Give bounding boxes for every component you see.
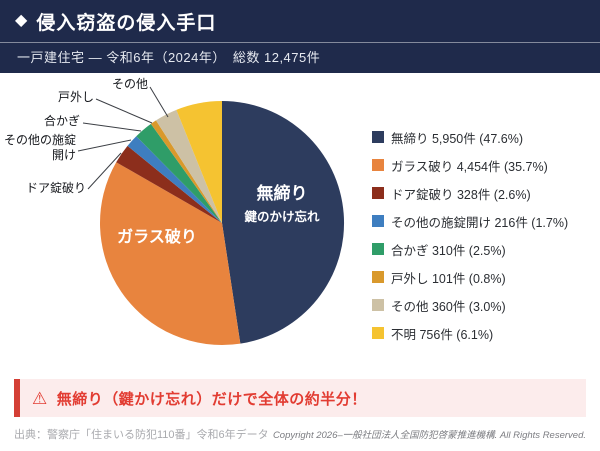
leader-line-sejo: [77, 139, 132, 152]
diamond-icon: ◆: [15, 12, 28, 29]
pie-inner-label-musimari: 無締り 鍵のかけ忘れ: [222, 179, 342, 225]
pie-slice-5: [136, 123, 222, 223]
slice-callout-doorjo: ドア錠破り: [25, 181, 86, 195]
legend-label: 無締り 5,950件 (47.6%): [391, 131, 523, 146]
pie-inner-label-line2: 鍵のかけ忘れ: [244, 210, 320, 224]
legend-item: その他 360件 (3.0%): [372, 291, 568, 319]
legend-item: 無締り 5,950件 (47.6%): [372, 123, 568, 151]
pie-inner-label-glass: ガラス破り: [117, 229, 197, 246]
slice-callout-sejoake: その他の施錠開け: [3, 133, 76, 162]
legend-label: 不明 756件 (6.1%): [391, 327, 494, 342]
leader-line-tohazushi: [95, 98, 153, 124]
header-title-row: ◆ 侵入窃盗の侵入手口: [0, 0, 600, 42]
footer: 出典：警察庁「住まいる防犯110番」令和6年データ Copyright 2026…: [14, 426, 586, 442]
chart-area: その他 戸外し 合かぎ その他の施錠開け ドア錠破り 無締り 鍵のかけ忘れ ガラ…: [0, 73, 600, 373]
pie-chart: [77, 86, 345, 346]
leader-line-doorjo: [87, 152, 122, 190]
header: ◆ 侵入窃盗の侵入手口 一戸建住宅 — 令和6年（2024年） 総数 12,47…: [0, 0, 600, 73]
highlight-text: 無締り（鍵かけ忘れ）だけで全体の約半分！: [56, 390, 367, 408]
pie-slice-1: [222, 101, 345, 344]
pie-slices: [99, 101, 345, 346]
page-title: 侵入窃盗の侵入手口: [36, 12, 217, 34]
legend-label: 合かぎ 310件 (2.5%): [391, 243, 506, 258]
highlight-banner: ⚠ 無締り（鍵かけ忘れ）だけで全体の約半分！: [14, 379, 586, 417]
legend-swatch: [372, 299, 384, 311]
legend-label: 戸外し 101件 (0.8%): [391, 271, 506, 286]
legend-item: 不明 756件 (6.1%): [372, 319, 568, 347]
pie-slice-6: [150, 120, 222, 223]
legend-label: ガラス破り 4,454件 (35.7%): [391, 159, 548, 174]
legend: 無締り 5,950件 (47.6%) ガラス破り 4,454件 (35.7%) ドア…: [372, 123, 568, 347]
source-text: 出典：警察庁「住まいる防犯110番」令和6年データ: [14, 429, 269, 441]
legend-swatch: [372, 215, 384, 227]
pie-slice-2: [99, 162, 241, 346]
slice-callout-tohazushi: 戸外し: [57, 90, 94, 104]
pie-slice-7: [155, 109, 222, 223]
legend-item: ドア錠破り 328件 (2.6%): [372, 179, 568, 207]
copyright-text: Copyright 2026–一般社団法人全国防犯啓蒙推進機構. All Rig…: [272, 430, 586, 441]
page-subtitle: 一戸建住宅 — 令和6年（2024年） 総数 12,475件: [0, 42, 600, 73]
legend-swatch: [372, 187, 384, 199]
legend-item: ガラス破り 4,454件 (35.7%): [372, 151, 568, 179]
pie-slice-3: [116, 145, 222, 223]
legend-swatch: [372, 131, 384, 143]
legend-label: その他の施錠開け 216件 (1.7%): [391, 215, 569, 230]
legend-swatch: [372, 327, 384, 339]
leader-lines: [77, 86, 169, 190]
slice-callout-aikagi: 合かぎ: [43, 114, 80, 128]
pie-inner-label-line1: 無締り: [256, 184, 308, 203]
legend-swatch: [372, 243, 384, 255]
pie-slice-8: [176, 101, 222, 223]
pie-slice-4: [127, 136, 222, 223]
legend-item: 合かぎ 310件 (2.5%): [372, 235, 568, 263]
leader-line-sonota: [149, 86, 169, 118]
warning-icon: ⚠: [32, 388, 48, 408]
legend-label: その他 360件 (3.0%): [391, 299, 506, 314]
slice-callout-sonota: その他: [111, 77, 148, 91]
legend-item: 戸外し 101件 (0.8%): [372, 263, 568, 291]
leader-line-aikagi: [82, 122, 142, 132]
legend-item: その他の施錠開け 216件 (1.7%): [372, 207, 568, 235]
legend-swatch: [372, 159, 384, 171]
legend-label: ドア錠破り 328件 (2.6%): [391, 187, 531, 202]
legend-swatch: [372, 271, 384, 283]
